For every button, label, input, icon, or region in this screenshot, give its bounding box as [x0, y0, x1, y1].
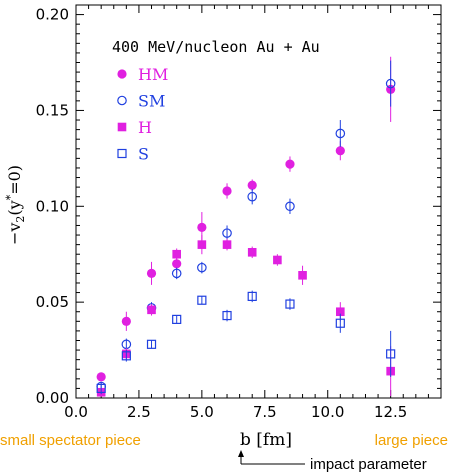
data-point — [222, 240, 232, 249]
data-point — [386, 349, 396, 359]
data-point — [197, 222, 207, 232]
data-point — [247, 180, 257, 190]
data-point — [96, 372, 106, 382]
data-point — [222, 228, 232, 238]
y-tick-label: 0.20 — [36, 6, 69, 24]
data-point — [385, 78, 396, 89]
data-point — [172, 249, 181, 259]
series-layer — [96, 56, 396, 397]
y-tick-label: 0.10 — [36, 197, 69, 215]
series-h — [96, 235, 395, 397]
plot-frame — [75, 4, 442, 399]
x-tick-label: 7.5 — [253, 403, 277, 421]
legend-marker — [117, 122, 127, 132]
data-point — [147, 305, 156, 315]
data-point — [172, 314, 182, 324]
data-point — [197, 262, 207, 273]
legend-marker — [117, 69, 127, 79]
legend-label: SM — [138, 92, 165, 111]
data-point — [197, 240, 207, 249]
x-tick-label: 12.5 — [374, 403, 407, 421]
annotation-impact-parameter: impact parameter — [310, 456, 427, 473]
legend-label: H — [138, 118, 152, 137]
data-point — [121, 316, 131, 326]
legend-label: S — [138, 145, 149, 164]
y-tick-labels: 0.00 0.05 0.10 0.15 0.20 — [36, 6, 69, 407]
data-point — [335, 318, 345, 328]
x-tick-labels: 0.0 2.5 5.0 7.5 10.0 12.5 — [64, 403, 407, 421]
data-point — [121, 351, 131, 361]
x-tick-label: 5.0 — [190, 403, 214, 421]
x-tick-label: 0.0 — [64, 403, 88, 421]
data-point — [247, 291, 257, 301]
y-axis-label: −v2(y*=0) — [4, 165, 27, 245]
data-point — [222, 186, 232, 196]
data-point — [197, 295, 207, 305]
data-point — [247, 248, 257, 257]
data-point — [171, 268, 182, 279]
legend-marker — [117, 95, 127, 106]
y-tick-label: 0.15 — [36, 101, 69, 119]
y-tick-label: 0.05 — [36, 293, 69, 311]
chart-title: 400 MeV/nucleon Au + Au — [112, 38, 320, 56]
legend-marker — [117, 148, 127, 159]
impact-parameter-arrow — [238, 450, 305, 465]
data-point — [336, 307, 345, 317]
data-point — [222, 310, 232, 321]
data-point — [146, 339, 157, 349]
x-axis-label: b [fm] — [240, 430, 292, 450]
data-point — [96, 383, 106, 394]
data-point — [247, 191, 258, 202]
x-tick-label: 2.5 — [127, 403, 151, 421]
data-point — [285, 299, 295, 309]
data-point — [146, 268, 157, 278]
annotation-large-piece: large piece — [375, 432, 448, 449]
data-point — [298, 271, 307, 280]
data-point — [273, 255, 282, 265]
annotation-small-spectator: small spectator piece — [0, 432, 141, 449]
y-tick-label: 0.00 — [36, 389, 69, 407]
series-s — [96, 290, 396, 395]
legend-label: HM — [138, 65, 168, 84]
data-point — [285, 159, 295, 169]
data-point — [172, 259, 182, 269]
data-point — [335, 146, 345, 156]
legend: HM SM HS — [117, 65, 168, 164]
data-point — [285, 201, 295, 212]
data-point — [335, 128, 346, 139]
axis-ticks — [75, 5, 442, 399]
x-tick-label: 10.0 — [311, 403, 344, 421]
